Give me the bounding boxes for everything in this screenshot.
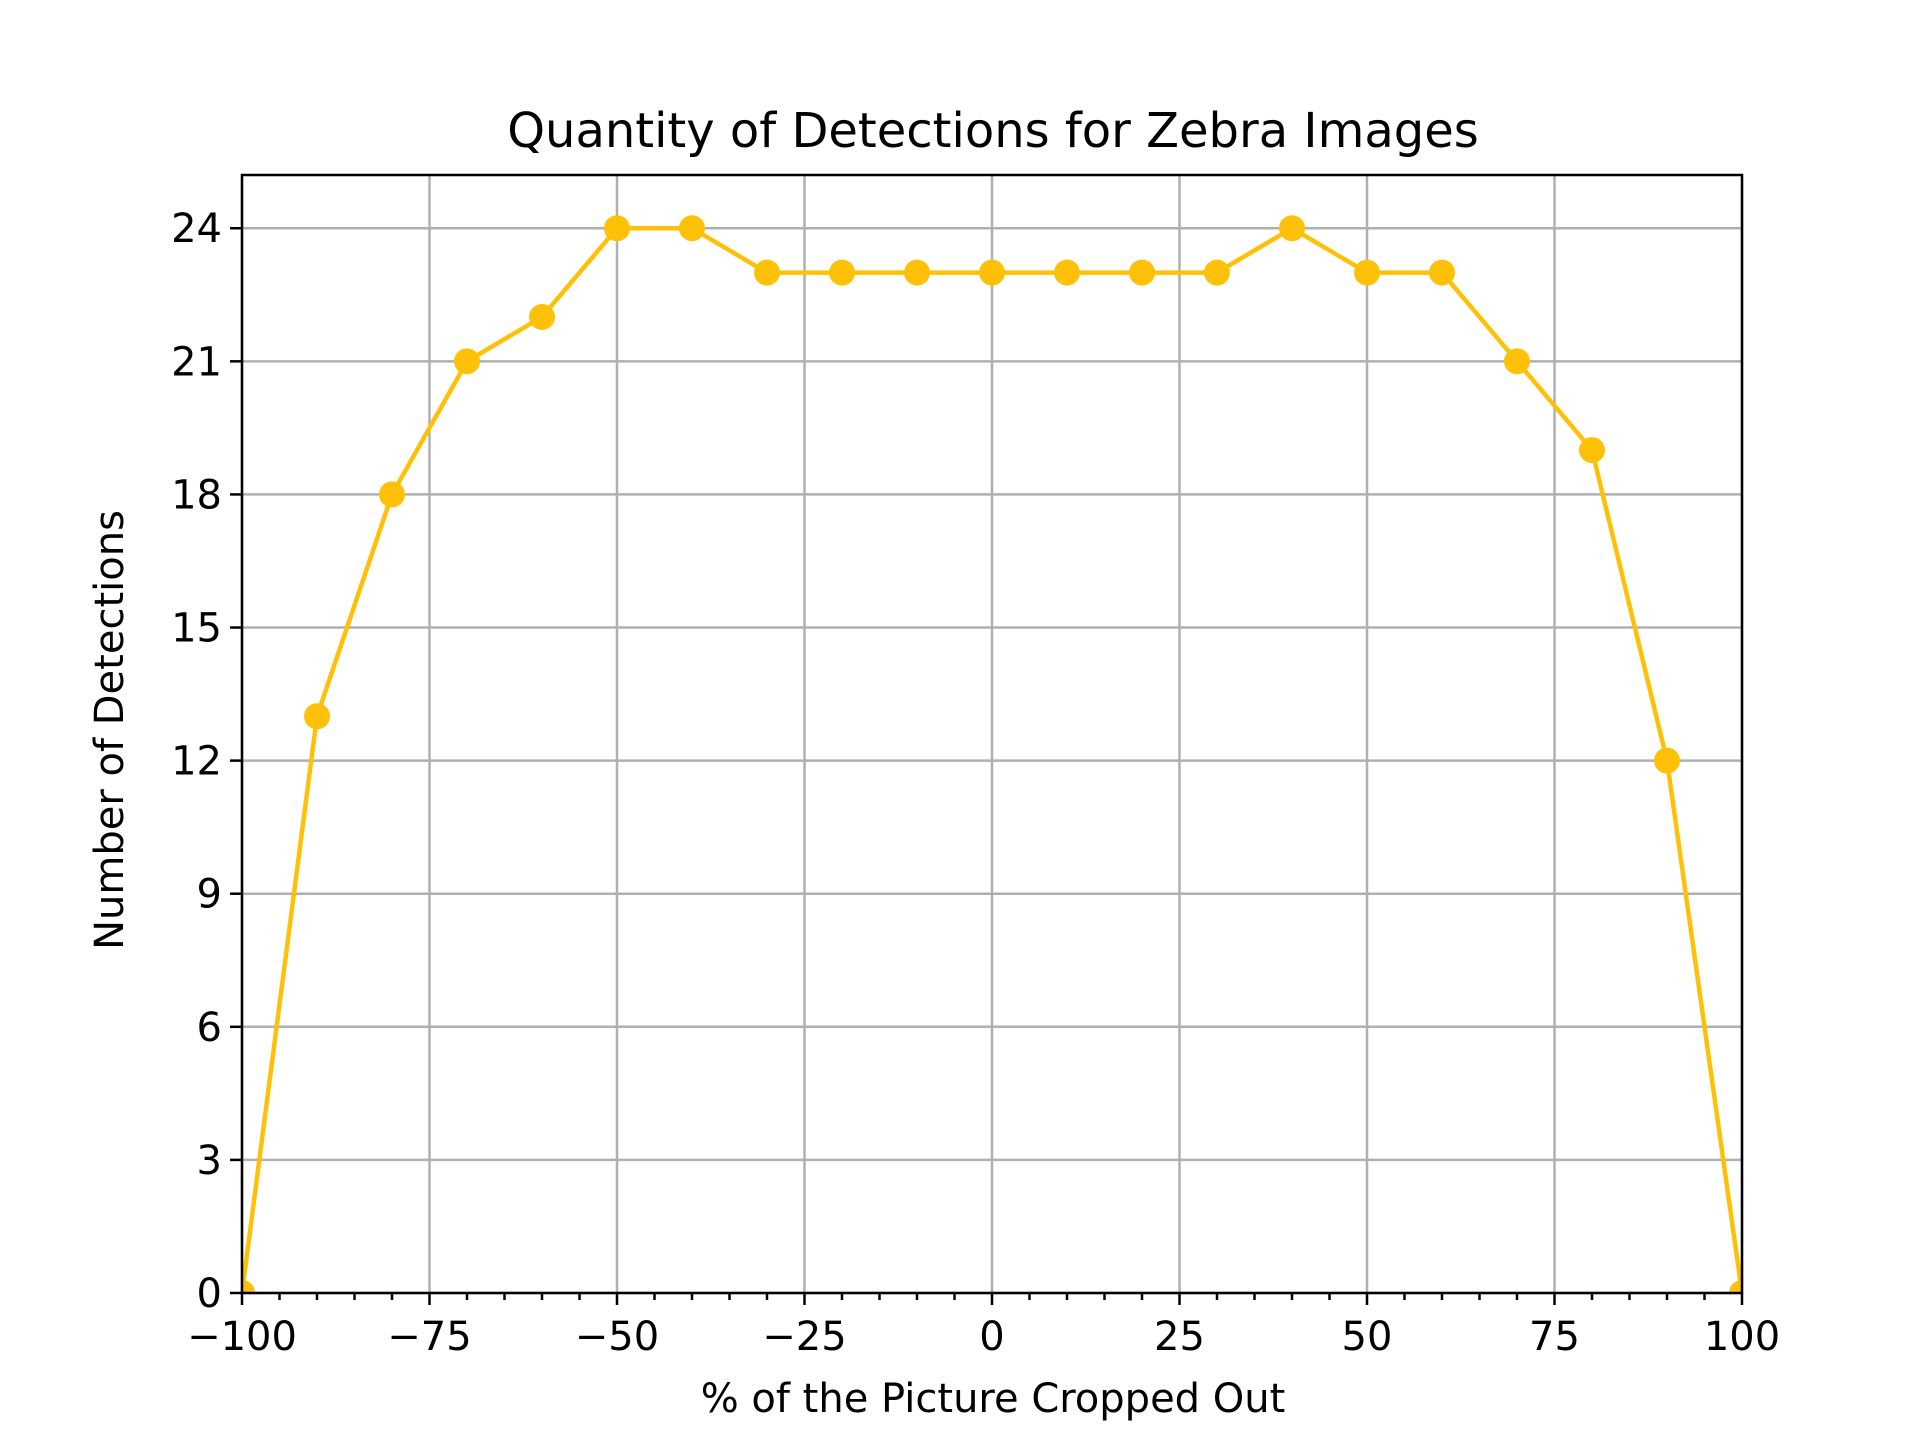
data-point <box>1204 259 1230 286</box>
x-tick-label: 0 <box>979 1314 1004 1360</box>
data-point <box>454 348 480 375</box>
data-point <box>829 259 855 286</box>
chart-title: Quantity of Detections for Zebra Images <box>507 103 1479 159</box>
x-tick-label: 25 <box>1154 1314 1205 1360</box>
data-point <box>1654 747 1680 774</box>
data-point <box>304 703 330 730</box>
x-tick-label: −50 <box>575 1314 659 1360</box>
data-point <box>679 215 705 242</box>
y-axis-label: Number of Detections <box>87 510 133 950</box>
data-point <box>1129 259 1155 286</box>
data-point <box>529 303 555 330</box>
y-tick-label: 18 <box>171 472 222 518</box>
data-point <box>604 215 630 242</box>
data-point <box>1729 1280 1742 1293</box>
x-tick-label: 100 <box>1704 1314 1780 1360</box>
x-tick-label: −25 <box>762 1314 846 1360</box>
series <box>242 215 1742 1293</box>
y-tick-label: 21 <box>171 339 222 385</box>
data-point <box>1054 259 1080 286</box>
y-tick-label: 12 <box>171 739 222 785</box>
x-tick-label: −75 <box>387 1314 471 1360</box>
data-point <box>242 1280 255 1293</box>
data-point <box>1429 259 1455 286</box>
data-point <box>979 259 1005 286</box>
tick-labels: −100 −75 −50 −25 0 25 50 75 100 0 3 6 9 12 15 18 21 24 <box>171 206 1780 1360</box>
x-tick-label: 50 <box>1342 1314 1393 1360</box>
y-tick-label: 3 <box>197 1138 222 1184</box>
data-point <box>1354 259 1380 286</box>
y-tick-label: 9 <box>197 872 222 918</box>
ticks <box>230 226 1744 1305</box>
y-tick-label: 24 <box>171 206 222 252</box>
x-tick-label: 75 <box>1529 1314 1580 1360</box>
grid <box>240 175 1744 1295</box>
data-point <box>1504 348 1530 375</box>
data-point <box>754 259 780 286</box>
plot-frame <box>240 173 1744 1295</box>
data-point <box>379 481 405 508</box>
data-point <box>904 259 930 286</box>
minor-ticks <box>278 1293 1706 1300</box>
x-tick-label: −100 <box>187 1314 297 1360</box>
y-tick-label: 6 <box>197 1005 222 1051</box>
data-point <box>1579 437 1605 464</box>
x-axis-label: % of the Picture Cropped Out <box>701 1376 1286 1422</box>
data-point <box>1279 215 1305 242</box>
series-group <box>242 215 1742 1293</box>
y-tick-label: 0 <box>197 1271 222 1317</box>
y-tick-label: 15 <box>171 606 222 652</box>
